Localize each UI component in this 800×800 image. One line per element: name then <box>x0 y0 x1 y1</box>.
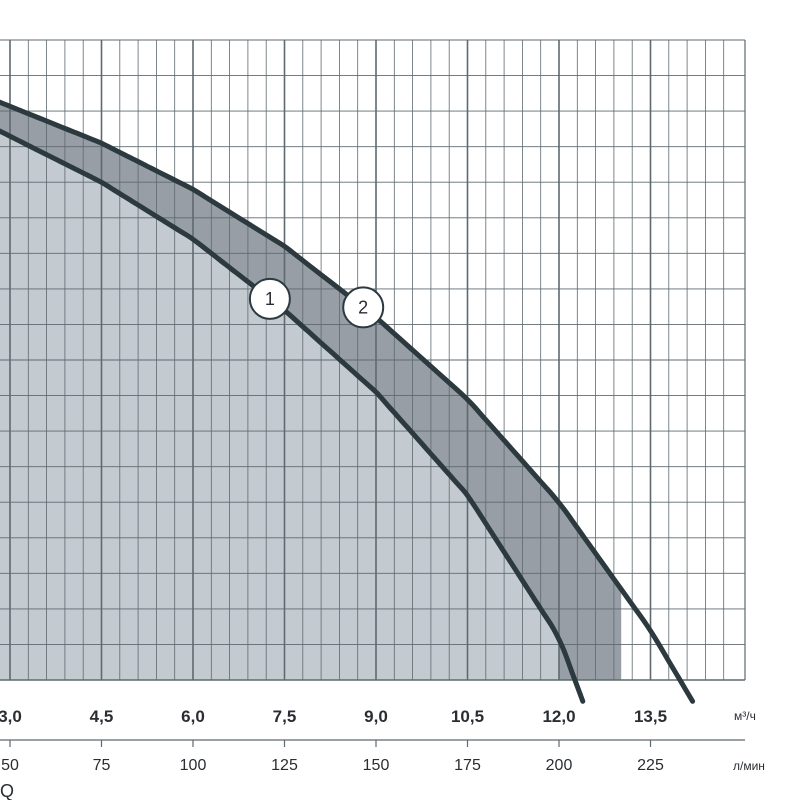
tick-label-m3h: 6,0 <box>181 707 205 726</box>
tick-label-lmin: 200 <box>546 757 573 774</box>
unit-label-m3h: м³/ч <box>734 709 756 723</box>
tick-label-lmin: 75 <box>93 757 111 774</box>
unit-label-lmin: л/мин <box>733 759 765 773</box>
tick-label-lmin: 150 <box>363 757 390 774</box>
curve-tag-label-2: 2 <box>358 297 368 317</box>
tick-label-lmin: 100 <box>180 757 207 774</box>
tick-label-m3h: 4,5 <box>90 707 114 726</box>
light-area-under-curve-1 <box>0 131 559 680</box>
x-axis-title-q: Q <box>0 781 14 800</box>
curve-tag-circle-2 <box>342 286 385 329</box>
tick-label-m3h: 9,0 <box>364 707 388 726</box>
tick-label-lmin: 225 <box>637 757 664 774</box>
tick-label-lmin: 175 <box>454 757 481 774</box>
pump-curve-2 <box>0 99 696 704</box>
tick-label-m3h: 3,0 <box>0 707 22 726</box>
chart-grid <box>0 39 746 681</box>
tick-label-m3h: 7,5 <box>273 707 297 726</box>
pump-curves <box>0 99 696 704</box>
tick-label-lmin: 50 <box>1 757 19 774</box>
tick-label-m3h: 13,5 <box>634 707 667 726</box>
curve-tag-circle-1 <box>248 277 291 320</box>
tick-label-lmin: 125 <box>271 757 298 774</box>
x-axis-lmin: л/мин 50 75 100 125 150 175 200 225 <box>0 739 765 774</box>
curve-tag-label-1: 1 <box>265 289 275 309</box>
pump-curve-1 <box>0 128 586 704</box>
tick-label-m3h: 12,0 <box>542 707 575 726</box>
x-axis-m3h: м³/ч 3,0 4,5 6,0 7,5 9,0 10,5 12,0 13,5 <box>0 707 756 726</box>
tick-label-m3h: 10,5 <box>451 707 484 726</box>
